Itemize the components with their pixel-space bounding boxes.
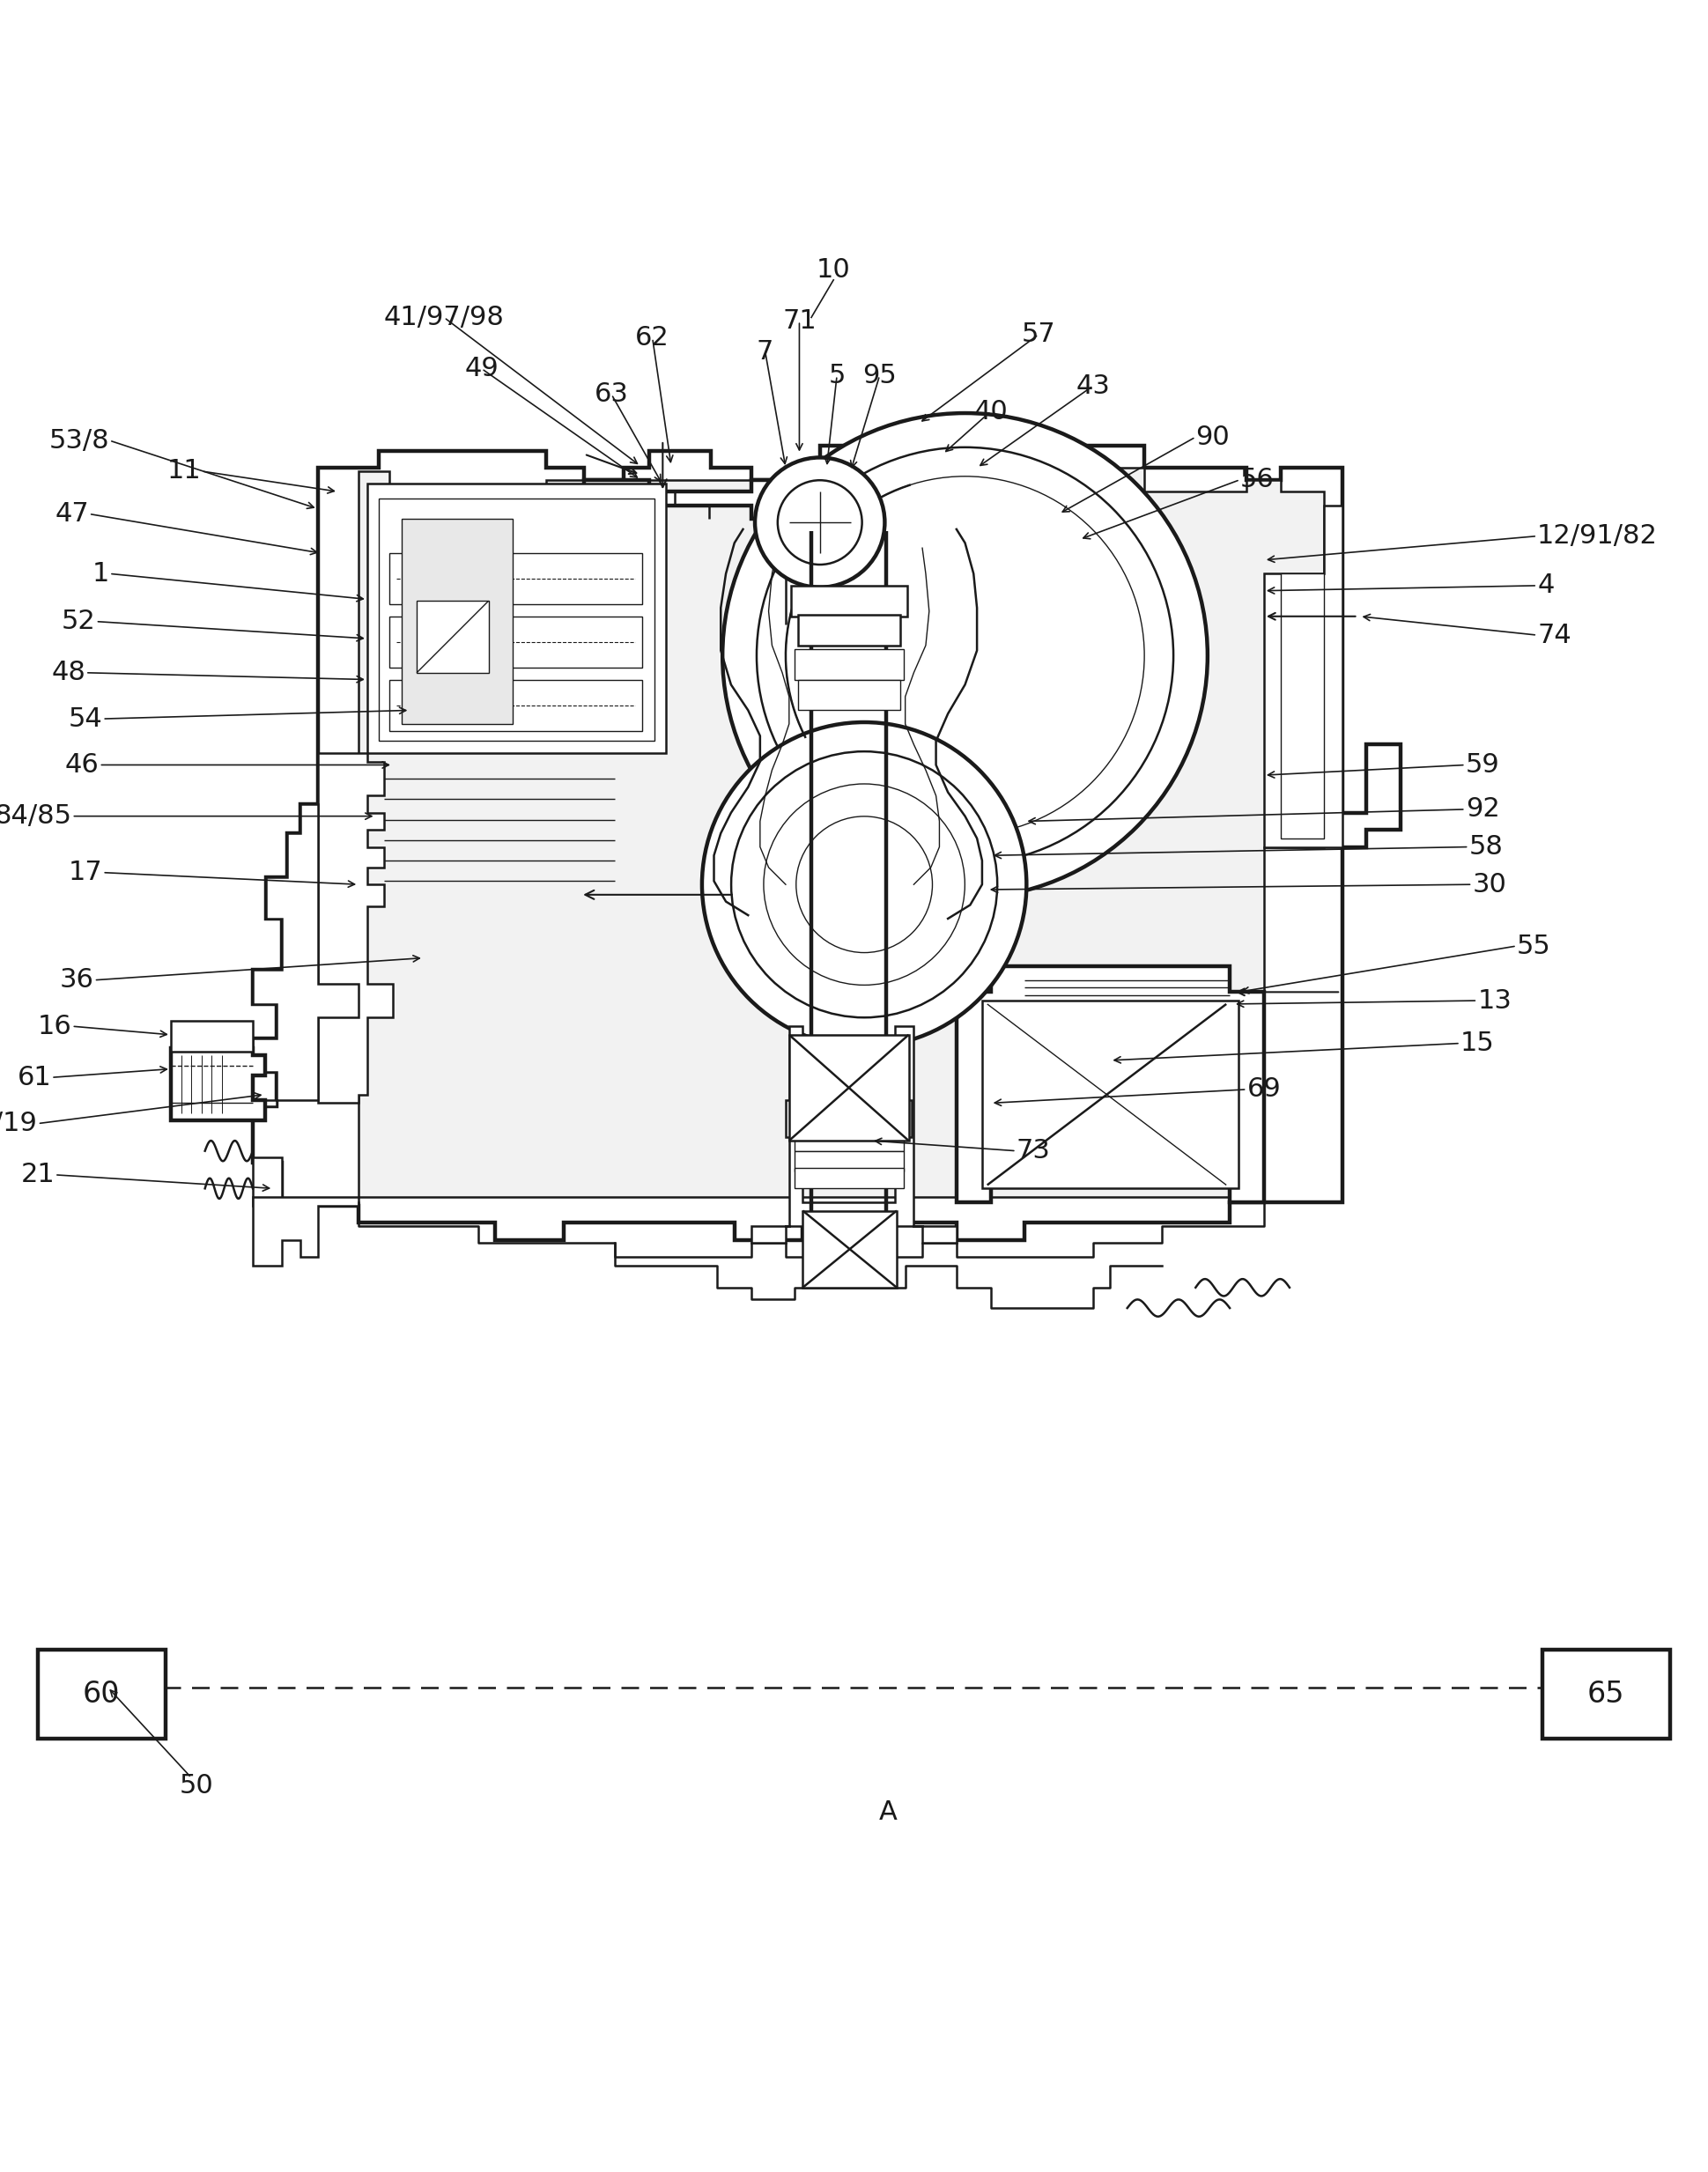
Bar <box>1542 1649 1670 1738</box>
Text: 43: 43 <box>1076 374 1110 397</box>
Text: 46: 46 <box>65 752 99 778</box>
Bar <box>401 519 512 723</box>
Circle shape <box>731 752 997 1016</box>
Text: 48: 48 <box>51 660 85 686</box>
Text: 30: 30 <box>1472 871 1506 897</box>
Bar <box>789 1034 909 1140</box>
Text: 60: 60 <box>82 1679 120 1709</box>
Text: 59: 59 <box>1465 752 1500 778</box>
Bar <box>417 602 488 673</box>
Polygon shape <box>584 480 820 519</box>
Bar <box>798 680 900 710</box>
Polygon shape <box>1264 506 1342 847</box>
Text: 16: 16 <box>38 1014 72 1038</box>
Text: 71: 71 <box>782 308 816 334</box>
Circle shape <box>755 458 885 586</box>
Text: 11: 11 <box>167 458 202 484</box>
Text: 53/8: 53/8 <box>50 428 109 454</box>
Bar <box>1281 573 1324 838</box>
Text: 5: 5 <box>828 363 845 389</box>
Text: 58: 58 <box>1469 834 1503 860</box>
Circle shape <box>702 723 1027 1047</box>
Text: 54: 54 <box>68 706 102 732</box>
Circle shape <box>777 480 863 565</box>
Bar <box>982 1001 1238 1188</box>
Bar <box>171 1021 253 1051</box>
Polygon shape <box>171 1049 265 1121</box>
Text: 10: 10 <box>816 256 851 282</box>
Bar <box>389 617 642 667</box>
Text: 95: 95 <box>863 363 897 389</box>
Circle shape <box>757 447 1173 864</box>
Bar <box>794 1134 904 1151</box>
Polygon shape <box>253 804 359 1162</box>
Circle shape <box>763 784 965 986</box>
Polygon shape <box>253 1158 282 1205</box>
Bar <box>794 1169 904 1188</box>
Bar <box>38 1649 166 1738</box>
Text: 52: 52 <box>61 608 96 634</box>
Bar <box>389 554 642 604</box>
Bar <box>786 1099 912 1138</box>
Polygon shape <box>253 1197 359 1266</box>
Bar <box>379 500 654 741</box>
Text: A: A <box>880 1798 897 1824</box>
Polygon shape <box>318 754 393 1103</box>
Bar <box>794 649 904 680</box>
Text: 89/19: 89/19 <box>0 1110 38 1136</box>
Bar <box>803 1210 897 1288</box>
Bar <box>791 586 907 617</box>
Text: 13: 13 <box>1477 988 1512 1014</box>
Bar <box>794 1151 904 1171</box>
Text: 7: 7 <box>757 339 774 365</box>
Bar <box>367 482 666 754</box>
Text: 69: 69 <box>1247 1077 1281 1101</box>
Text: 4: 4 <box>1537 573 1554 597</box>
Polygon shape <box>956 967 1264 1201</box>
Text: 92: 92 <box>1465 797 1500 823</box>
Text: 36: 36 <box>60 967 94 993</box>
Text: 57: 57 <box>1021 321 1056 348</box>
Polygon shape <box>359 467 1324 1197</box>
Text: 49: 49 <box>465 356 499 382</box>
Text: 1: 1 <box>92 560 109 586</box>
Text: 90: 90 <box>1196 424 1230 450</box>
Text: 74: 74 <box>1537 623 1571 647</box>
Polygon shape <box>253 445 1401 1240</box>
Polygon shape <box>752 1025 956 1242</box>
Bar <box>798 615 900 645</box>
Text: 17: 17 <box>68 860 102 886</box>
Circle shape <box>796 817 933 954</box>
Text: 47: 47 <box>55 502 89 526</box>
Text: 41/97/98: 41/97/98 <box>384 304 504 330</box>
Text: 62: 62 <box>635 326 670 350</box>
Text: 73: 73 <box>1016 1138 1050 1164</box>
Text: 56: 56 <box>1240 467 1274 493</box>
Circle shape <box>722 413 1208 899</box>
Text: 61: 61 <box>17 1064 51 1090</box>
Text: 40: 40 <box>974 400 1008 424</box>
Bar <box>389 680 642 730</box>
Text: 50: 50 <box>179 1775 214 1798</box>
Text: 12/91/82: 12/91/82 <box>1537 523 1658 550</box>
Text: 15: 15 <box>1460 1030 1494 1056</box>
Circle shape <box>786 476 1144 834</box>
Text: 65: 65 <box>1587 1679 1624 1709</box>
Text: 55: 55 <box>1517 934 1551 958</box>
Text: 21: 21 <box>20 1162 55 1188</box>
Text: 63: 63 <box>594 382 629 406</box>
Text: 84/85: 84/85 <box>0 804 72 830</box>
